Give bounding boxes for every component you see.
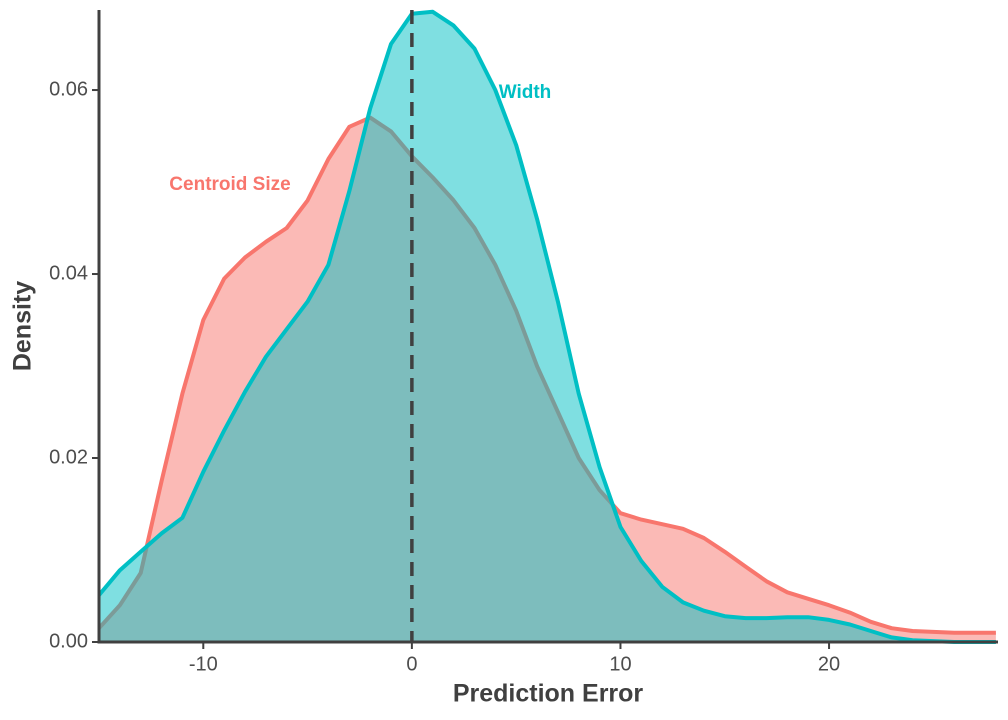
x-tick-label: 0	[406, 653, 417, 675]
density-area	[99, 11, 996, 643]
y-tick-label: 0.00	[49, 630, 88, 652]
y-tick-label: 0.02	[49, 446, 88, 468]
y-tick-label: 0.06	[49, 78, 88, 100]
x-axis-title: Prediction Error	[453, 680, 644, 708]
x-tick-label: 10	[609, 653, 631, 675]
y-axis-title: Density	[9, 281, 37, 371]
series-label: Centroid Size	[169, 174, 290, 195]
series-label: Width	[499, 82, 552, 103]
x-tick-label: -10	[189, 653, 218, 675]
density-line	[97, 9, 996, 644]
x-tick-label: 20	[818, 653, 840, 675]
y-tick-label: 0.04	[49, 262, 88, 284]
